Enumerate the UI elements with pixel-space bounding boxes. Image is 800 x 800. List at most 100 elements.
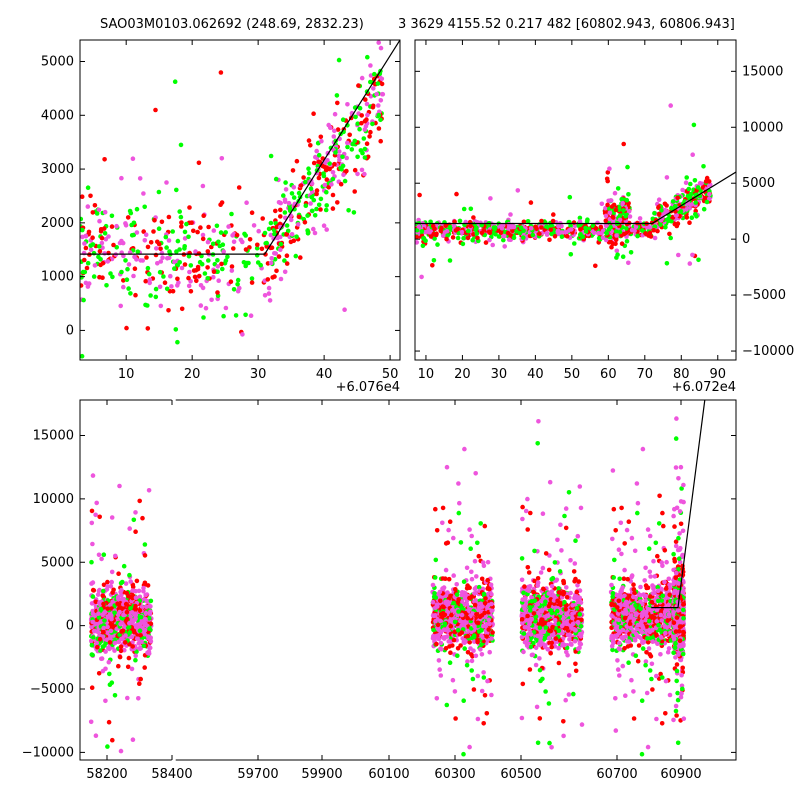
data-point <box>127 630 133 635</box>
data-point <box>477 629 482 634</box>
data-point <box>90 652 95 658</box>
x-tick-label: 70 <box>637 367 654 382</box>
data-point <box>200 232 206 238</box>
data-point <box>473 471 479 476</box>
data-point <box>452 689 458 694</box>
data-point <box>311 111 316 116</box>
data-point <box>476 584 482 590</box>
data-point <box>302 220 308 225</box>
data-point <box>506 237 512 242</box>
data-point <box>321 171 326 176</box>
data-point <box>295 222 301 227</box>
data-point <box>334 93 340 98</box>
data-point <box>243 312 248 318</box>
data-point <box>116 571 121 576</box>
data-point <box>690 252 695 258</box>
data-point <box>572 579 577 584</box>
data-point <box>102 251 107 256</box>
data-point <box>535 601 540 607</box>
data-point <box>147 645 153 651</box>
data-point <box>198 225 203 230</box>
data-point <box>505 230 511 236</box>
data-point <box>568 223 573 229</box>
data-point <box>331 134 337 139</box>
x-tick-label: 40 <box>316 367 333 382</box>
data-point <box>147 611 153 616</box>
data-point <box>305 213 310 218</box>
data-point <box>623 213 628 219</box>
data-point <box>318 134 324 140</box>
data-point <box>124 325 129 331</box>
x-tick-label: 80 <box>673 367 690 382</box>
data-point <box>126 286 131 291</box>
data-point <box>244 200 249 205</box>
data-point <box>142 447 147 452</box>
data-point <box>133 616 138 621</box>
data-point <box>537 716 543 721</box>
data-point <box>151 229 156 234</box>
data-point <box>329 182 334 187</box>
data-point <box>249 210 255 215</box>
data-point <box>206 224 211 230</box>
data-point <box>145 265 151 271</box>
data-point <box>612 190 618 196</box>
data-point <box>669 205 674 211</box>
data-point <box>535 441 540 446</box>
y-tick-label: 15000 <box>742 64 783 79</box>
data-point <box>368 63 373 68</box>
data-point <box>438 618 443 624</box>
y-tick-label: −5000 <box>742 288 786 303</box>
data-point <box>83 245 89 251</box>
data-point <box>127 208 133 214</box>
data-point <box>88 243 93 248</box>
data-point <box>456 609 461 614</box>
data-point <box>283 180 288 185</box>
data-point <box>479 642 484 647</box>
data-point <box>525 527 530 532</box>
data-point <box>566 692 572 697</box>
data-point <box>577 219 583 224</box>
data-point <box>652 210 657 216</box>
data-point <box>479 576 485 582</box>
data-point <box>114 245 119 250</box>
data-point <box>234 232 240 238</box>
data-point <box>284 232 289 237</box>
data-point <box>578 634 584 639</box>
data-point <box>349 147 355 152</box>
data-point <box>100 668 106 674</box>
data-point <box>143 616 148 622</box>
data-point <box>481 591 487 597</box>
y-tick-label: 5000 <box>41 55 74 70</box>
data-point <box>665 216 671 222</box>
data-point <box>667 231 672 237</box>
data-point <box>564 585 569 590</box>
data-point <box>546 635 552 641</box>
data-point <box>115 596 121 601</box>
data-point <box>528 510 533 516</box>
data-point <box>110 274 115 280</box>
data-point <box>210 241 216 247</box>
data-point <box>80 353 85 359</box>
data-point <box>97 249 103 254</box>
data-point <box>314 188 320 193</box>
data-point <box>645 527 651 532</box>
data-point <box>128 579 133 584</box>
data-point <box>305 231 311 236</box>
data-point <box>626 209 632 214</box>
data-point <box>573 661 578 667</box>
data-point <box>215 258 220 263</box>
data-point <box>459 599 465 604</box>
data-point <box>197 259 203 265</box>
data-point <box>472 624 477 629</box>
data-point <box>142 542 148 547</box>
data-point <box>353 114 358 120</box>
data-point <box>105 624 110 630</box>
data-point <box>337 149 342 154</box>
data-point <box>240 332 245 337</box>
data-point <box>490 630 495 635</box>
data-point <box>266 226 272 232</box>
data-point <box>620 663 626 669</box>
data-point <box>214 223 220 229</box>
data-point <box>649 661 655 667</box>
data-point <box>526 570 532 575</box>
